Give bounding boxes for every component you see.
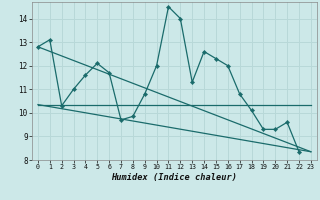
X-axis label: Humidex (Indice chaleur): Humidex (Indice chaleur) <box>111 173 237 182</box>
